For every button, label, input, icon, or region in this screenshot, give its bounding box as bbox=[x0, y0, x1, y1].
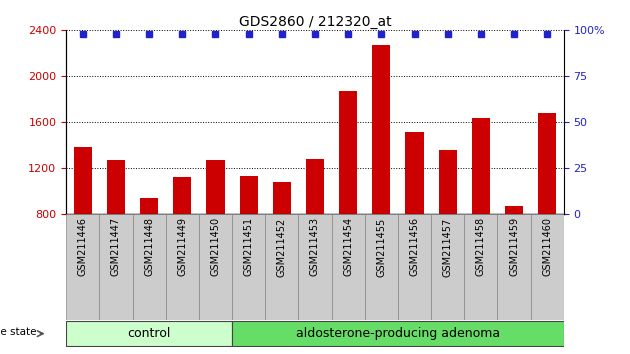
Text: GSM211446: GSM211446 bbox=[77, 217, 88, 276]
Bar bbox=[472, 118, 490, 214]
Bar bbox=[273, 182, 291, 214]
FancyBboxPatch shape bbox=[265, 214, 299, 320]
FancyBboxPatch shape bbox=[431, 214, 464, 320]
Text: GSM211448: GSM211448 bbox=[144, 217, 154, 276]
FancyBboxPatch shape bbox=[464, 214, 498, 320]
Bar bbox=[239, 176, 258, 214]
Text: count: count bbox=[84, 353, 117, 354]
Bar bbox=[140, 198, 158, 214]
Text: GSM211458: GSM211458 bbox=[476, 217, 486, 276]
Text: GSM211447: GSM211447 bbox=[111, 217, 121, 276]
Bar bbox=[207, 160, 224, 214]
Text: GSM211459: GSM211459 bbox=[509, 217, 519, 276]
Text: aldosterone-producing adenoma: aldosterone-producing adenoma bbox=[296, 327, 500, 340]
Text: disease state: disease state bbox=[0, 327, 37, 337]
Text: GSM211451: GSM211451 bbox=[244, 217, 254, 276]
FancyBboxPatch shape bbox=[365, 214, 398, 320]
Bar bbox=[107, 160, 125, 214]
Title: GDS2860 / 212320_at: GDS2860 / 212320_at bbox=[239, 15, 391, 29]
Bar bbox=[438, 150, 457, 214]
Text: GSM211449: GSM211449 bbox=[177, 217, 187, 276]
Text: GSM211452: GSM211452 bbox=[277, 217, 287, 276]
FancyBboxPatch shape bbox=[331, 214, 365, 320]
FancyBboxPatch shape bbox=[166, 214, 199, 320]
Text: GSM211450: GSM211450 bbox=[210, 217, 220, 276]
Bar bbox=[74, 147, 92, 214]
Text: GSM211453: GSM211453 bbox=[310, 217, 320, 276]
FancyBboxPatch shape bbox=[100, 214, 132, 320]
Bar bbox=[306, 159, 324, 214]
Bar bbox=[372, 45, 391, 214]
Text: GSM211456: GSM211456 bbox=[410, 217, 420, 276]
FancyBboxPatch shape bbox=[299, 214, 331, 320]
Bar bbox=[538, 113, 556, 214]
FancyBboxPatch shape bbox=[199, 214, 232, 320]
FancyBboxPatch shape bbox=[232, 214, 265, 320]
FancyBboxPatch shape bbox=[66, 321, 232, 346]
FancyBboxPatch shape bbox=[498, 214, 530, 320]
Text: GSM211460: GSM211460 bbox=[542, 217, 553, 276]
Bar bbox=[406, 132, 423, 214]
FancyBboxPatch shape bbox=[530, 214, 564, 320]
FancyBboxPatch shape bbox=[132, 214, 166, 320]
Text: GSM211455: GSM211455 bbox=[376, 217, 386, 276]
Text: GSM211454: GSM211454 bbox=[343, 217, 353, 276]
Bar bbox=[505, 206, 523, 214]
FancyBboxPatch shape bbox=[232, 321, 564, 346]
Bar bbox=[173, 177, 192, 214]
Text: control: control bbox=[127, 327, 171, 340]
Bar bbox=[339, 91, 357, 214]
FancyBboxPatch shape bbox=[398, 214, 431, 320]
FancyBboxPatch shape bbox=[66, 214, 100, 320]
Text: GSM211457: GSM211457 bbox=[443, 217, 453, 276]
